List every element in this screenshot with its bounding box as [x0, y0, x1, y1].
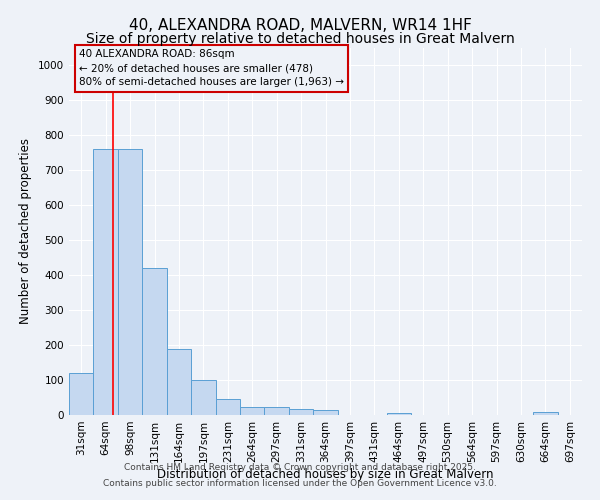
Text: 40 ALEXANDRA ROAD: 86sqm
← 20% of detached houses are smaller (478)
80% of semi-: 40 ALEXANDRA ROAD: 86sqm ← 20% of detach…: [79, 50, 344, 88]
Bar: [240, 408, 265, 415]
Bar: [215, 399, 240, 415]
Bar: [167, 348, 191, 415]
Bar: [118, 149, 142, 415]
Bar: [533, 412, 557, 415]
Text: 40, ALEXANDRA ROAD, MALVERN, WR14 1HF: 40, ALEXANDRA ROAD, MALVERN, WR14 1HF: [128, 18, 472, 32]
Text: Size of property relative to detached houses in Great Malvern: Size of property relative to detached ho…: [86, 32, 514, 46]
Text: Contains public sector information licensed under the Open Government Licence v3: Contains public sector information licen…: [103, 478, 497, 488]
X-axis label: Distribution of detached houses by size in Great Malvern: Distribution of detached houses by size …: [157, 468, 494, 480]
Bar: [191, 380, 215, 415]
Bar: [386, 412, 411, 415]
Bar: [69, 373, 94, 415]
Bar: [142, 268, 167, 415]
Text: Contains HM Land Registry data © Crown copyright and database right 2025.: Contains HM Land Registry data © Crown c…: [124, 464, 476, 472]
Bar: [94, 149, 118, 415]
Bar: [289, 408, 313, 415]
Y-axis label: Number of detached properties: Number of detached properties: [19, 138, 32, 324]
Bar: [313, 410, 338, 415]
Bar: [265, 408, 289, 415]
